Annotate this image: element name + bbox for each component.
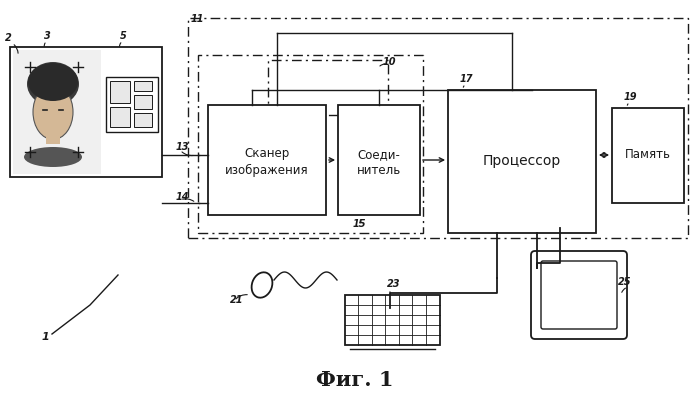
Bar xyxy=(188,18,688,238)
Ellipse shape xyxy=(24,147,82,167)
Text: 10: 10 xyxy=(383,57,396,67)
Text: Соеди-: Соеди- xyxy=(358,149,401,162)
Ellipse shape xyxy=(33,84,73,140)
Text: 17: 17 xyxy=(460,74,473,84)
Bar xyxy=(106,77,158,132)
Text: 23: 23 xyxy=(387,279,401,289)
FancyBboxPatch shape xyxy=(541,261,617,329)
Bar xyxy=(612,108,684,203)
Text: 2: 2 xyxy=(5,33,11,43)
Text: 13: 13 xyxy=(176,142,189,152)
Bar xyxy=(10,47,162,177)
Bar xyxy=(46,132,60,144)
Bar xyxy=(134,81,152,91)
Text: 11: 11 xyxy=(191,14,205,24)
Text: 1: 1 xyxy=(42,332,50,342)
Text: Сканер: Сканер xyxy=(245,147,289,160)
Ellipse shape xyxy=(27,62,79,106)
Text: изображения: изображения xyxy=(225,163,309,176)
Text: 3: 3 xyxy=(43,31,50,41)
Text: 25: 25 xyxy=(618,277,631,287)
Text: 5: 5 xyxy=(120,31,127,41)
Text: Фиг. 1: Фиг. 1 xyxy=(316,370,394,390)
Text: 15: 15 xyxy=(353,219,366,229)
Text: Процессор: Процессор xyxy=(483,154,561,168)
Bar xyxy=(198,55,423,233)
Text: Память: Память xyxy=(625,149,671,162)
Bar xyxy=(110,81,130,103)
Bar xyxy=(345,295,440,345)
Ellipse shape xyxy=(252,272,273,298)
Ellipse shape xyxy=(28,63,78,101)
Bar xyxy=(134,113,152,127)
Text: нитель: нитель xyxy=(357,163,401,176)
Bar xyxy=(13,50,101,174)
Bar xyxy=(110,107,130,127)
Bar xyxy=(338,105,420,215)
Bar xyxy=(448,90,596,233)
FancyBboxPatch shape xyxy=(531,251,627,339)
Text: 21: 21 xyxy=(230,295,243,305)
Bar xyxy=(208,105,326,215)
Text: 14: 14 xyxy=(176,192,189,202)
Text: 19: 19 xyxy=(624,92,637,102)
Bar xyxy=(268,60,388,115)
Bar xyxy=(134,95,152,109)
